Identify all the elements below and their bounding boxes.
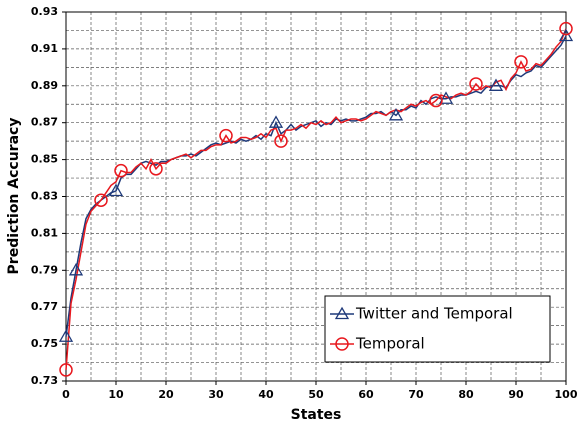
marker-triangle: [388, 108, 404, 121]
y-tick-label: 0.93: [31, 5, 58, 18]
marker-triangle: [488, 78, 504, 91]
legend-marker: [335, 337, 349, 351]
marker-circle: [514, 55, 528, 69]
marker-circle: [94, 193, 108, 207]
legend-label: Twitter and Temporal: [355, 305, 513, 323]
y-tick-label: 0.91: [31, 42, 58, 55]
x-tick-label: 0: [62, 388, 70, 401]
x-tick-label: 80: [458, 388, 474, 401]
y-tick-label: 0.87: [31, 116, 58, 129]
legend: Twitter and Temporal Temporal: [324, 295, 551, 363]
x-tick-label: 70: [408, 388, 424, 401]
y-axis-title: Prediction Accuracy: [6, 118, 22, 275]
marker-triangle: [268, 115, 284, 128]
y-tick-label: 0.83: [31, 190, 58, 203]
x-tick-label: 30: [208, 388, 224, 401]
marker-triangle: [58, 329, 74, 342]
marker-circle: [469, 77, 483, 91]
y-tick-label: 0.89: [31, 79, 58, 92]
marker-triangle: [108, 183, 124, 197]
marker-circle: [274, 134, 288, 148]
marker-circle: [149, 162, 163, 176]
legend-label: Temporal: [355, 335, 425, 353]
marker-triangle: [68, 262, 84, 276]
y-tick-label: 0.77: [31, 300, 58, 313]
marker-circle: [219, 128, 233, 143]
y-tick-label: 0.81: [31, 226, 58, 239]
x-tick-label: 40: [258, 388, 274, 401]
x-tick-label: 100: [555, 388, 578, 401]
marker-circle: [59, 363, 73, 377]
y-tick-label: 0.79: [31, 263, 58, 276]
marker-circle: [429, 93, 443, 108]
x-tick-label: 90: [508, 388, 524, 401]
x-tick-label: 10: [108, 388, 124, 401]
marker-circle: [559, 21, 573, 36]
legend-marker: [334, 306, 350, 320]
x-tick-label: 60: [358, 388, 374, 401]
marker-triangle: [558, 28, 574, 42]
marker-triangle: [438, 91, 454, 104]
y-tick-label: 0.85: [31, 153, 58, 166]
marker-circle: [114, 163, 128, 178]
x-tick-label: 20: [158, 388, 174, 401]
x-axis-title: States: [291, 407, 342, 423]
x-tick-label: 50: [308, 388, 324, 401]
series-line: [65, 28, 567, 370]
legend-box: [324, 295, 551, 363]
y-tick-label: 0.73: [31, 374, 58, 387]
y-tick-label: 0.75: [31, 337, 58, 350]
